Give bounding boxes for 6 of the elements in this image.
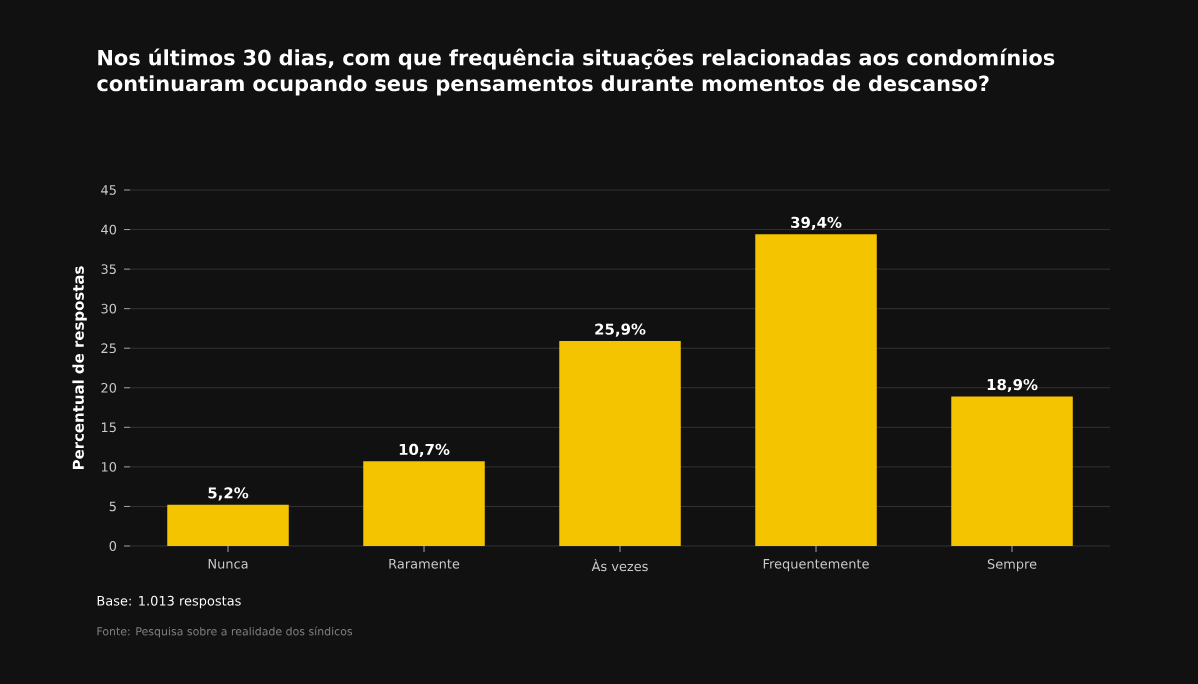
bar — [559, 341, 681, 546]
bar — [363, 461, 485, 546]
bar — [167, 504, 289, 546]
bar — [951, 396, 1073, 546]
bar — [755, 234, 877, 546]
chart-title: Nos últimos 30 dias, com que frequência situações relacionadas aos condomínios continuaram ocupando seus pensamentos durante momentos de descanso? — [97, 48, 1055, 96]
